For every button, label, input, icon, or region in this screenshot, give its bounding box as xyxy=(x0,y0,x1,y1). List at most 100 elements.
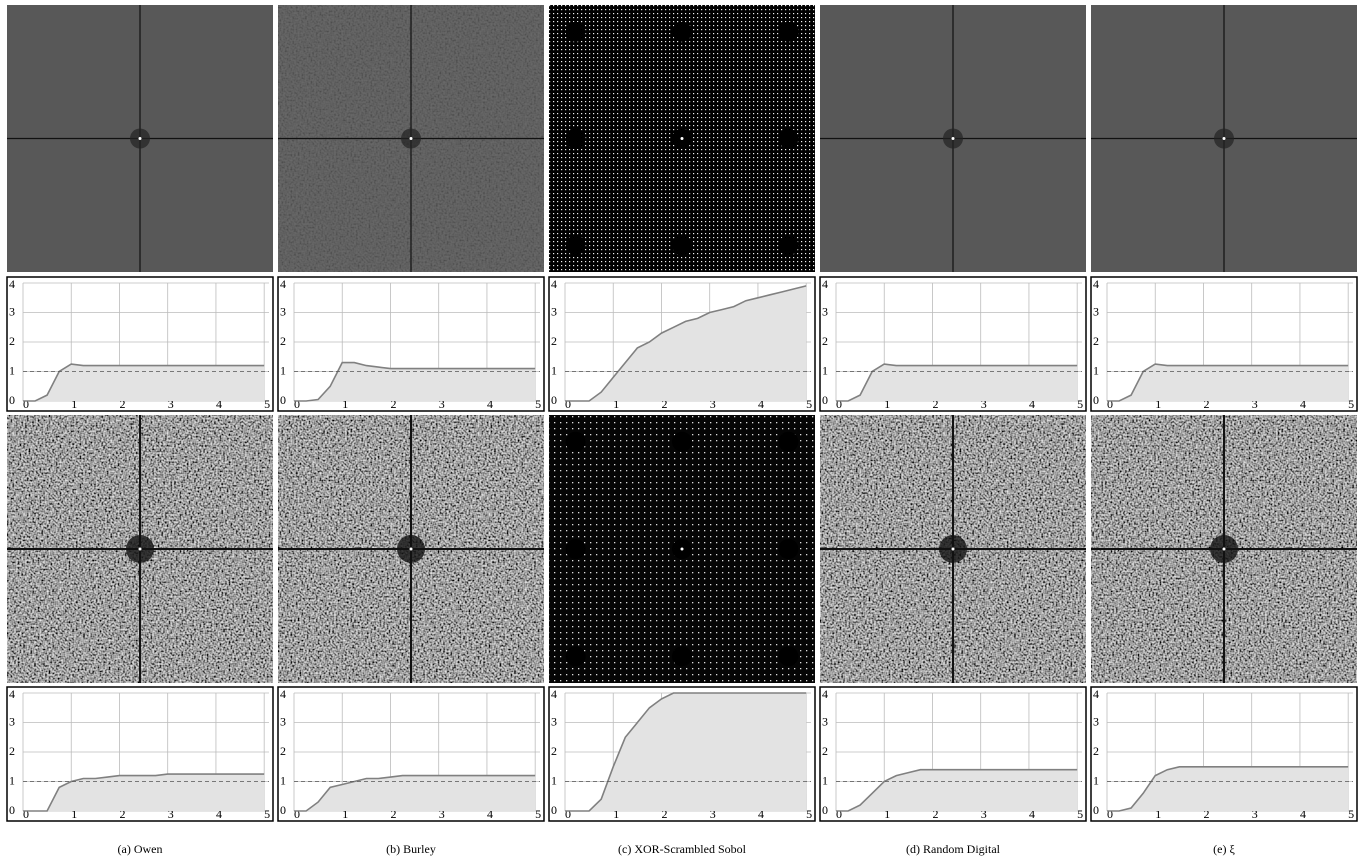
x-tick-label: 5 xyxy=(1348,397,1354,411)
y-tick-label: 4 xyxy=(280,277,286,291)
x-tick-label: 3 xyxy=(710,397,716,411)
spectrum-dc xyxy=(680,137,684,140)
y-tick-label: 1 xyxy=(551,773,557,787)
y-tick-label: 1 xyxy=(280,363,286,377)
x-tick-label: 3 xyxy=(981,807,987,821)
x-tick-label: 4 xyxy=(1029,397,1035,411)
y-tick-label: 3 xyxy=(551,714,557,728)
x-tick-label: 5 xyxy=(1348,807,1354,821)
y-tick-label: 2 xyxy=(280,334,286,348)
x-tick-label: 3 xyxy=(168,807,174,821)
x-tick-label: 0 xyxy=(294,397,300,411)
y-tick-label: 3 xyxy=(280,714,286,728)
x-tick-label: 0 xyxy=(836,807,842,821)
x-tick-label: 1 xyxy=(1155,397,1161,411)
y-tick-label: 4 xyxy=(822,687,828,701)
spectrum-hole xyxy=(565,539,586,559)
x-tick-label: 0 xyxy=(836,397,842,411)
spectrum-hole xyxy=(778,431,799,452)
x-tick-label: 5 xyxy=(264,397,270,411)
x-tick-label: 0 xyxy=(294,807,300,821)
power-area xyxy=(23,364,265,401)
y-tick-label: 2 xyxy=(822,744,828,758)
power-line xyxy=(23,773,265,812)
y-tick-label: 3 xyxy=(822,304,828,318)
power-area xyxy=(565,285,807,401)
spectrum-dc xyxy=(1222,547,1226,551)
spectrum-dc xyxy=(1222,137,1226,140)
y-tick-label: 0 xyxy=(280,393,286,407)
power-area xyxy=(294,775,536,811)
x-tick-label: 1 xyxy=(613,807,619,821)
x-tick-label: 2 xyxy=(119,807,125,821)
spectrum-hole xyxy=(565,235,586,256)
x-tick-label: 1 xyxy=(342,807,348,821)
y-tick-label: 1 xyxy=(1093,363,1099,377)
x-tick-label: 4 xyxy=(216,807,222,821)
spectrum-dc xyxy=(138,547,142,551)
power-line xyxy=(294,774,536,812)
y-tick-label: 3 xyxy=(1093,714,1099,728)
y-tick-label: 1 xyxy=(822,363,828,377)
x-tick-label: 4 xyxy=(216,397,222,411)
x-tick-label: 3 xyxy=(439,807,445,821)
spectrum-hole xyxy=(565,128,586,149)
spectrum-dc xyxy=(138,137,142,140)
y-tick-label: 2 xyxy=(280,744,286,758)
y-tick-label: 2 xyxy=(9,744,15,758)
x-tick-label: 3 xyxy=(1252,807,1258,821)
x-tick-label: 0 xyxy=(1107,397,1113,411)
x-tick-label: 3 xyxy=(710,807,716,821)
x-tick-label: 2 xyxy=(661,397,667,411)
y-tick-label: 2 xyxy=(9,334,15,348)
spectrum-hole xyxy=(672,235,692,256)
y-tick-label: 2 xyxy=(551,744,557,758)
y-tick-label: 3 xyxy=(551,304,557,318)
spectrum-dc xyxy=(951,137,955,140)
spectrum-hole xyxy=(565,431,586,452)
y-tick-label: 1 xyxy=(551,363,557,377)
y-tick-label: 3 xyxy=(9,304,15,318)
x-tick-label: 0 xyxy=(23,807,29,821)
y-tick-label: 4 xyxy=(9,277,15,291)
x-tick-label: 1 xyxy=(613,397,619,411)
x-tick-label: 4 xyxy=(1300,397,1306,411)
x-tick-label: 1 xyxy=(884,397,890,411)
caption: (a) Owen xyxy=(118,842,163,856)
y-tick-label: 4 xyxy=(280,687,286,701)
y-tick-label: 3 xyxy=(9,714,15,728)
x-tick-label: 0 xyxy=(1107,807,1113,821)
x-tick-label: 3 xyxy=(168,397,174,411)
spectrum-dc xyxy=(409,137,413,140)
x-tick-label: 1 xyxy=(342,397,348,411)
power-line xyxy=(1107,363,1349,402)
caption: (b) Burley xyxy=(386,842,436,856)
spectrum-hole xyxy=(672,21,692,42)
x-tick-label: 2 xyxy=(390,807,396,821)
power-area xyxy=(1107,364,1349,401)
x-tick-label: 4 xyxy=(1029,807,1035,821)
y-tick-label: 2 xyxy=(822,334,828,348)
y-tick-label: 3 xyxy=(280,304,286,318)
power-line xyxy=(1107,766,1349,812)
y-tick-label: 0 xyxy=(280,803,286,817)
power-area xyxy=(836,364,1078,401)
x-tick-label: 0 xyxy=(23,397,29,411)
x-tick-label: 5 xyxy=(535,807,541,821)
x-tick-label: 2 xyxy=(661,807,667,821)
y-tick-label: 2 xyxy=(1093,744,1099,758)
y-tick-label: 4 xyxy=(1093,277,1099,291)
y-tick-label: 4 xyxy=(9,687,15,701)
spectrum-hole xyxy=(565,21,586,42)
spectrum-dc xyxy=(680,547,684,551)
y-tick-label: 4 xyxy=(822,277,828,291)
x-tick-label: 2 xyxy=(390,397,396,411)
x-tick-label: 3 xyxy=(1252,397,1258,411)
x-tick-label: 4 xyxy=(758,397,764,411)
spectrum-hole xyxy=(778,646,799,667)
power-line xyxy=(565,692,807,812)
x-tick-label: 1 xyxy=(884,807,890,821)
x-tick-label: 4 xyxy=(1300,807,1306,821)
caption: (d) Random Digital xyxy=(906,842,1001,856)
